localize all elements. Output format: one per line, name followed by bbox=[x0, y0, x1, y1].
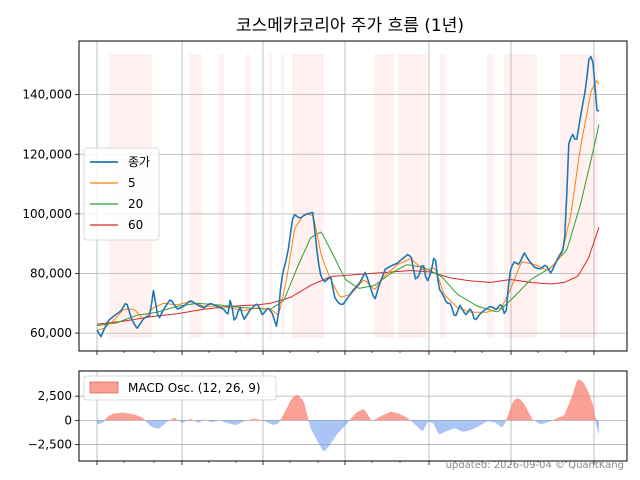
footer-credit: updated: 2026-09-04 © QuantKang bbox=[446, 460, 624, 471]
macd-legend: MACD Osc. (12, 26, 9) bbox=[83, 375, 277, 401]
highlight-band bbox=[189, 54, 202, 338]
highlight-band bbox=[269, 54, 272, 338]
chart-title: 코스메카코리아 주가 흐름 (1년) bbox=[236, 16, 464, 36]
y-tick-label: −2,500 bbox=[28, 438, 72, 452]
legend-label: 60 bbox=[128, 218, 143, 232]
legend-label: 5 bbox=[128, 176, 136, 190]
y-tick-label: 100,000 bbox=[22, 207, 72, 221]
price-legend: 종가 5 20 60 bbox=[83, 147, 160, 241]
highlight-band bbox=[560, 54, 598, 338]
legend-box bbox=[83, 147, 160, 241]
price-panel: 60,000 80,000 100,000 120,000 140,000 종가 5 20 60 bbox=[22, 40, 628, 355]
series-line-2 bbox=[96, 124, 600, 327]
macd-negative-area bbox=[97, 420, 599, 452]
series-line-1 bbox=[96, 80, 600, 331]
legend-label: 종가 bbox=[128, 155, 150, 169]
highlight-band bbox=[281, 54, 284, 338]
macd-panel: −2,500 0 2,500 MACD Osc. (12, 26, 9) bbox=[28, 370, 628, 465]
legend-swatch bbox=[89, 381, 119, 394]
legend-box bbox=[83, 375, 277, 401]
legend-label: 20 bbox=[128, 197, 143, 211]
highlight-band bbox=[398, 54, 427, 338]
y-tick-label: 80,000 bbox=[30, 267, 72, 281]
series-line-3 bbox=[96, 227, 600, 325]
y-tick-label: 0 bbox=[64, 413, 72, 427]
highlight-band bbox=[504, 54, 537, 338]
highlight-band bbox=[218, 54, 224, 338]
y-tick-label: 60,000 bbox=[30, 326, 72, 340]
highlight-band bbox=[292, 54, 324, 338]
y-tick-label: 140,000 bbox=[22, 88, 72, 102]
y-tick-label: 2,500 bbox=[38, 389, 72, 403]
highlight-band bbox=[246, 54, 250, 338]
plot-frame bbox=[78, 40, 628, 352]
y-tick-label: 120,000 bbox=[22, 147, 72, 161]
highlight-band bbox=[487, 54, 494, 338]
highlight-band bbox=[374, 54, 394, 338]
series-line-0 bbox=[96, 55, 600, 338]
legend-label: MACD Osc. (12, 26, 9) bbox=[128, 381, 261, 395]
plot-frame bbox=[78, 370, 628, 462]
highlight-band bbox=[440, 54, 446, 338]
